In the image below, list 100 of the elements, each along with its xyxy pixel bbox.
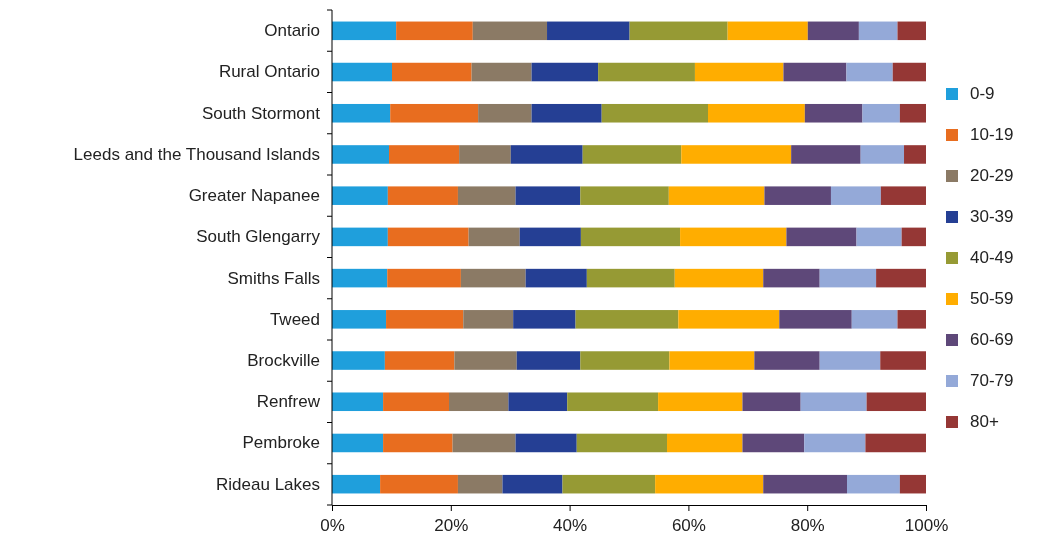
bar xyxy=(332,268,388,288)
bar xyxy=(562,474,656,494)
bar xyxy=(389,145,460,164)
bar xyxy=(800,392,867,412)
legend-label: 20-29 xyxy=(970,166,1014,185)
bar xyxy=(460,268,526,288)
y-tick-label: Greater Napanee xyxy=(188,186,320,206)
bar xyxy=(510,145,583,164)
bar xyxy=(804,433,866,453)
x-tick-label: 80% xyxy=(790,516,825,535)
bar xyxy=(502,474,563,494)
bar xyxy=(708,103,805,123)
y-tick-label: Leeds and the Thousand Islands xyxy=(73,144,320,164)
legend-label: 30-39 xyxy=(970,207,1014,226)
bar xyxy=(471,62,532,82)
bar xyxy=(897,310,926,329)
bar xyxy=(380,474,458,494)
x-tick-label: 100% xyxy=(904,516,949,535)
bar xyxy=(674,268,764,288)
bar xyxy=(383,433,453,453)
bar xyxy=(655,474,764,494)
x-tick-label: 40% xyxy=(553,516,588,535)
bar xyxy=(807,21,859,41)
bar xyxy=(804,103,863,123)
bar xyxy=(383,392,450,412)
bar xyxy=(582,145,682,164)
bar xyxy=(519,227,581,247)
bar xyxy=(332,227,388,247)
bar xyxy=(332,433,384,453)
bar xyxy=(384,351,455,370)
bar xyxy=(531,103,602,123)
bar xyxy=(508,392,568,412)
bar xyxy=(880,186,926,205)
bar xyxy=(567,392,659,412)
bar xyxy=(851,310,898,329)
bar xyxy=(819,268,877,288)
bar xyxy=(847,474,900,494)
bar xyxy=(668,186,765,205)
bar xyxy=(858,21,898,41)
y-tick-label: Pembroke xyxy=(242,433,320,453)
bar xyxy=(680,227,787,247)
bar xyxy=(513,310,576,329)
x-tick-label: 0% xyxy=(320,516,345,535)
bar xyxy=(387,268,461,288)
bar xyxy=(387,186,458,205)
bar xyxy=(332,351,385,370)
bar xyxy=(387,227,469,247)
legend-label: 70-79 xyxy=(970,371,1014,390)
y-tick-label: Renfrew xyxy=(256,392,321,412)
bar xyxy=(598,62,695,82)
bar xyxy=(580,227,681,247)
bar xyxy=(580,186,669,205)
legend-label: 60-69 xyxy=(970,330,1014,349)
y-tick-label: South Stormont xyxy=(201,103,321,123)
bar xyxy=(819,351,881,370)
bar xyxy=(457,186,516,205)
bar xyxy=(669,351,755,370)
bar xyxy=(463,310,514,329)
y-tick-label: Brockville xyxy=(247,350,320,370)
y-tick-label: Rideau Lakes xyxy=(216,474,320,494)
bar xyxy=(899,103,926,123)
bar xyxy=(332,103,391,123)
bar xyxy=(791,145,861,164)
legend-label: 10-19 xyxy=(970,125,1014,144)
bar xyxy=(452,433,516,453)
bar xyxy=(742,433,805,453)
bar xyxy=(396,21,473,41)
bar xyxy=(478,103,532,123)
y-tick-label: Ontario xyxy=(264,21,320,41)
bar xyxy=(764,186,831,205)
bar xyxy=(786,227,857,247)
x-tick-label: 60% xyxy=(671,516,706,535)
bar xyxy=(694,62,784,82)
bar xyxy=(454,351,517,370)
bar xyxy=(457,474,503,494)
y-tick-label: Tweed xyxy=(269,309,320,329)
bar xyxy=(332,186,388,205)
legend-label: 0-9 xyxy=(970,84,995,103)
bar xyxy=(586,268,675,288)
bar xyxy=(575,310,679,329)
bar xyxy=(601,103,708,123)
y-tick-label: South Glengarry xyxy=(196,227,321,247)
bar xyxy=(547,21,630,41)
bar xyxy=(899,474,926,494)
bar xyxy=(468,227,520,247)
bar xyxy=(332,474,381,494)
bar xyxy=(332,310,387,329)
bar xyxy=(449,392,509,412)
bar xyxy=(472,21,548,41)
bar xyxy=(742,392,801,412)
bar xyxy=(580,351,670,370)
bar xyxy=(390,103,479,123)
bar xyxy=(830,186,881,205)
y-tick-label: Smiths Falls xyxy=(227,268,320,288)
bar xyxy=(763,474,847,494)
bar xyxy=(892,62,926,82)
legend-label: 50-59 xyxy=(970,289,1014,308)
bar xyxy=(897,21,926,41)
bar xyxy=(783,62,847,82)
bar xyxy=(865,433,926,453)
